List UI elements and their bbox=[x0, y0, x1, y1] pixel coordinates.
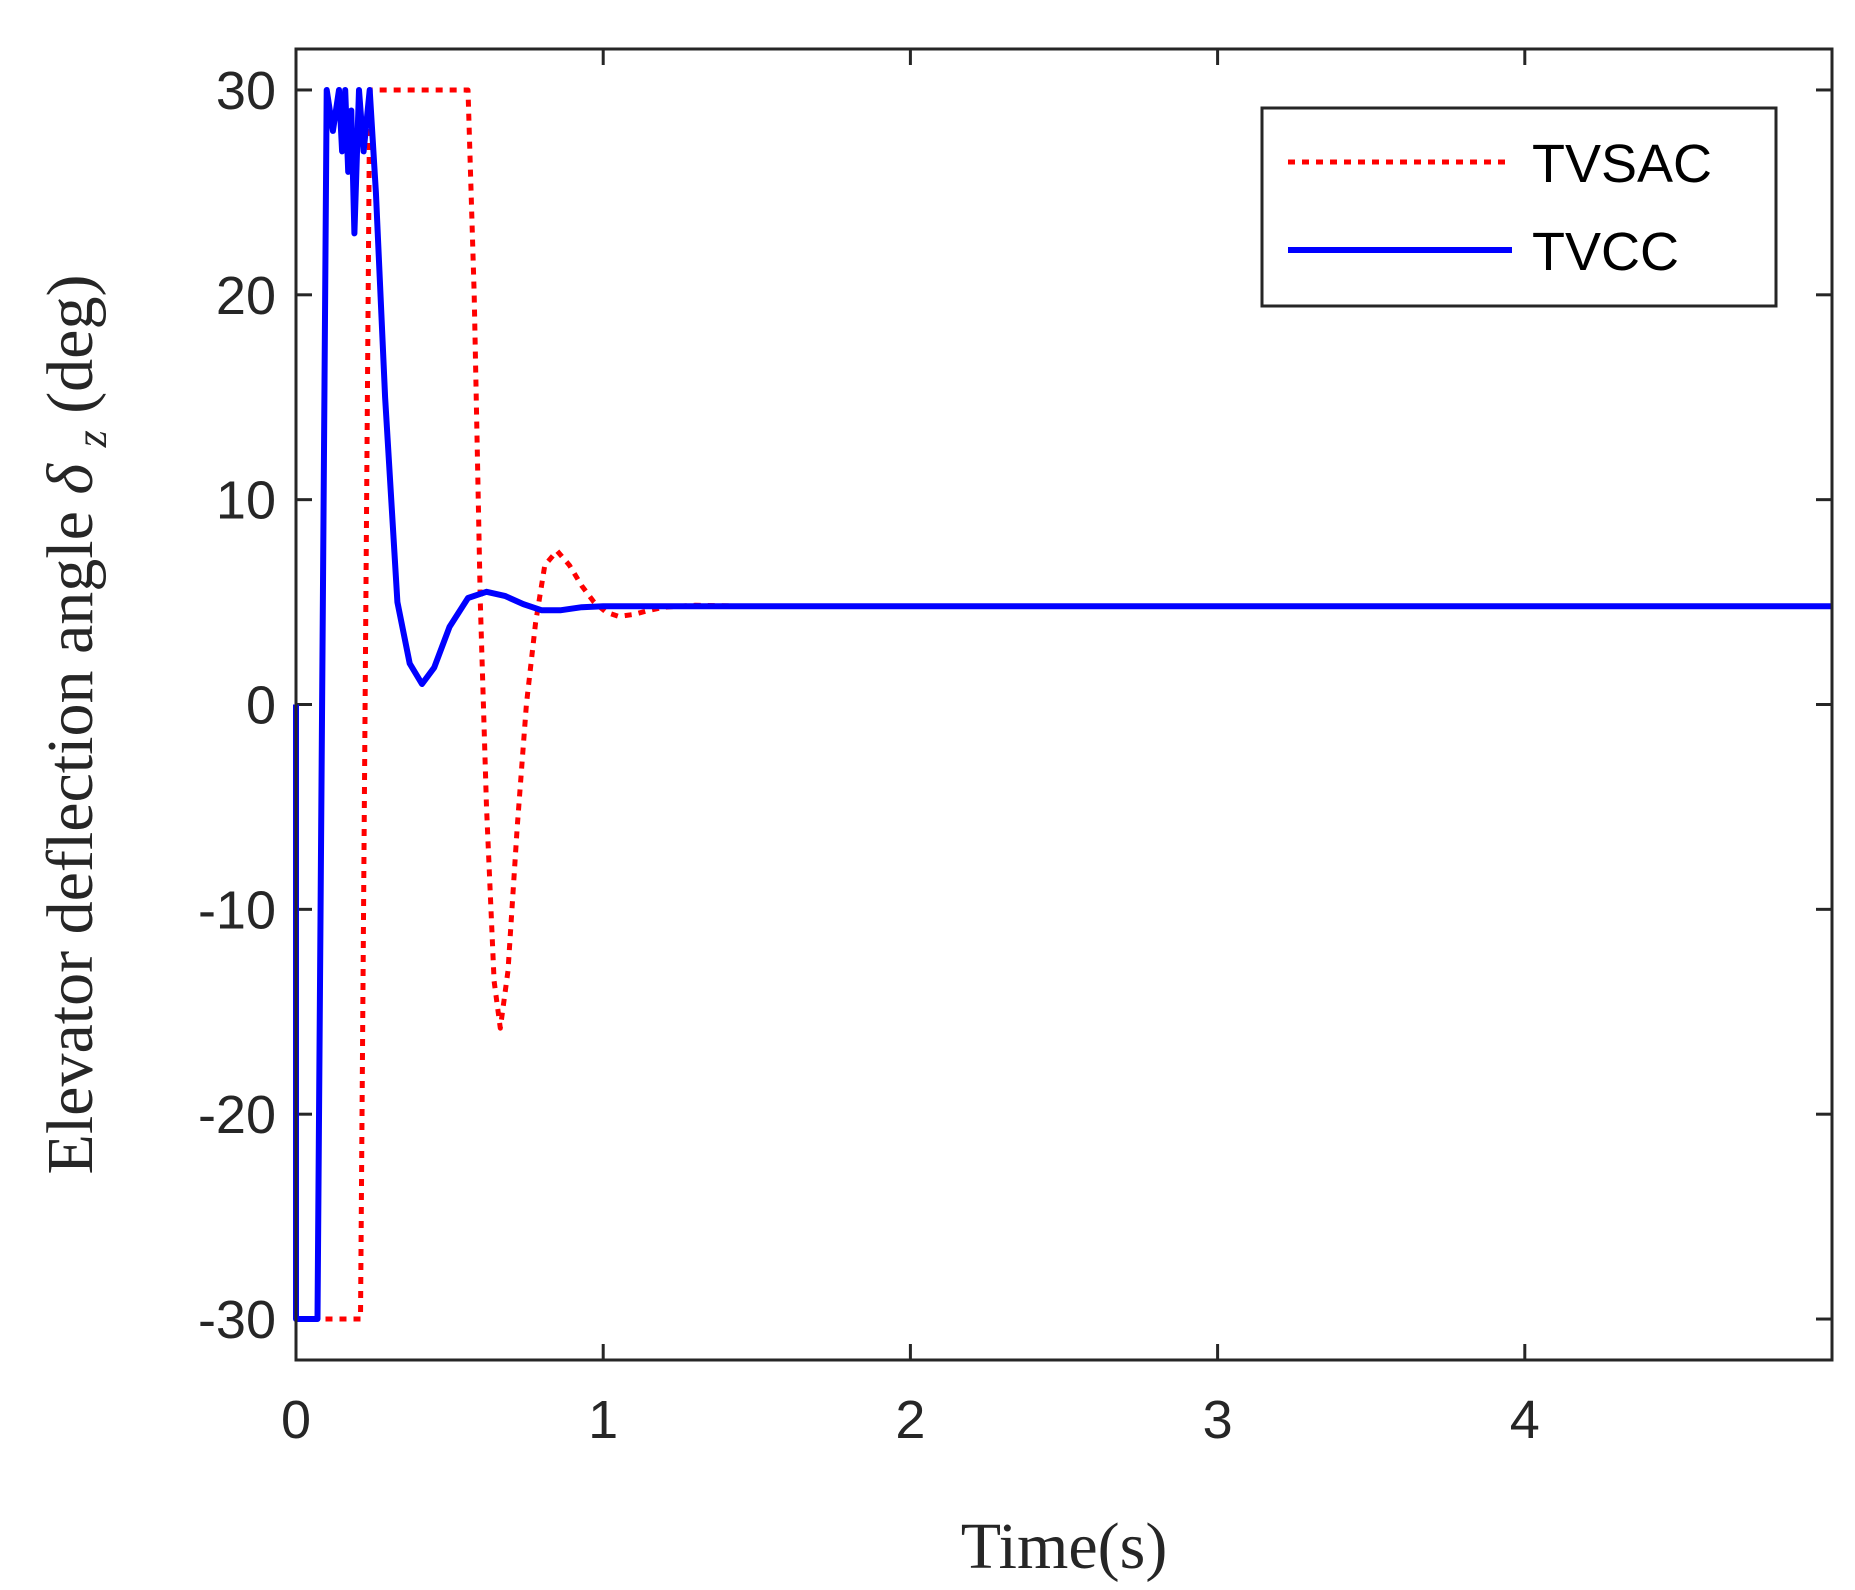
x-axis-ticks: 0 1 2 3 4 bbox=[281, 49, 1540, 1450]
y-tick-label: 0 bbox=[246, 676, 276, 736]
x-tick-label: 0 bbox=[281, 1390, 311, 1450]
y-tick-label: -20 bbox=[198, 1085, 276, 1145]
legend-box bbox=[1260, 106, 1778, 308]
legend: TVSAC TVCC bbox=[1260, 106, 1778, 308]
y-axis-title-unit: (deg) bbox=[34, 275, 107, 414]
y-axis-ticks: -30 -20 -10 0 10 20 30 bbox=[198, 61, 1832, 1350]
series-layer bbox=[293, 87, 1832, 1322]
series-line-tvcc bbox=[293, 87, 1832, 1322]
y-tick-label: -10 bbox=[198, 880, 276, 940]
series-line-tvsac bbox=[293, 87, 1832, 1322]
y-axis-title: Elevator deflection angle δ z (deg) bbox=[34, 275, 121, 1175]
y-tick-label: 30 bbox=[216, 61, 276, 121]
y-tick-label: 20 bbox=[216, 266, 276, 326]
legend-label-tvsac: TVSAC bbox=[1532, 134, 1712, 194]
y-axis-title-symbol: δ bbox=[34, 463, 107, 495]
y-tick-label: 10 bbox=[216, 471, 276, 531]
x-tick-label: 3 bbox=[1203, 1390, 1233, 1450]
y-axis-title-subscript: z bbox=[67, 430, 116, 448]
x-tick-label: 4 bbox=[1510, 1390, 1540, 1450]
x-tick-label: 2 bbox=[895, 1390, 925, 1450]
legend-label-tvcc: TVCC bbox=[1532, 222, 1679, 282]
x-tick-label: 1 bbox=[588, 1390, 618, 1450]
plot-frame bbox=[294, 47, 1834, 1362]
x-axis-title: Time(s) bbox=[961, 1510, 1168, 1583]
y-tick-label: -30 bbox=[198, 1290, 276, 1350]
y-axis-title-main: Elevator deflection angle bbox=[34, 495, 107, 1175]
